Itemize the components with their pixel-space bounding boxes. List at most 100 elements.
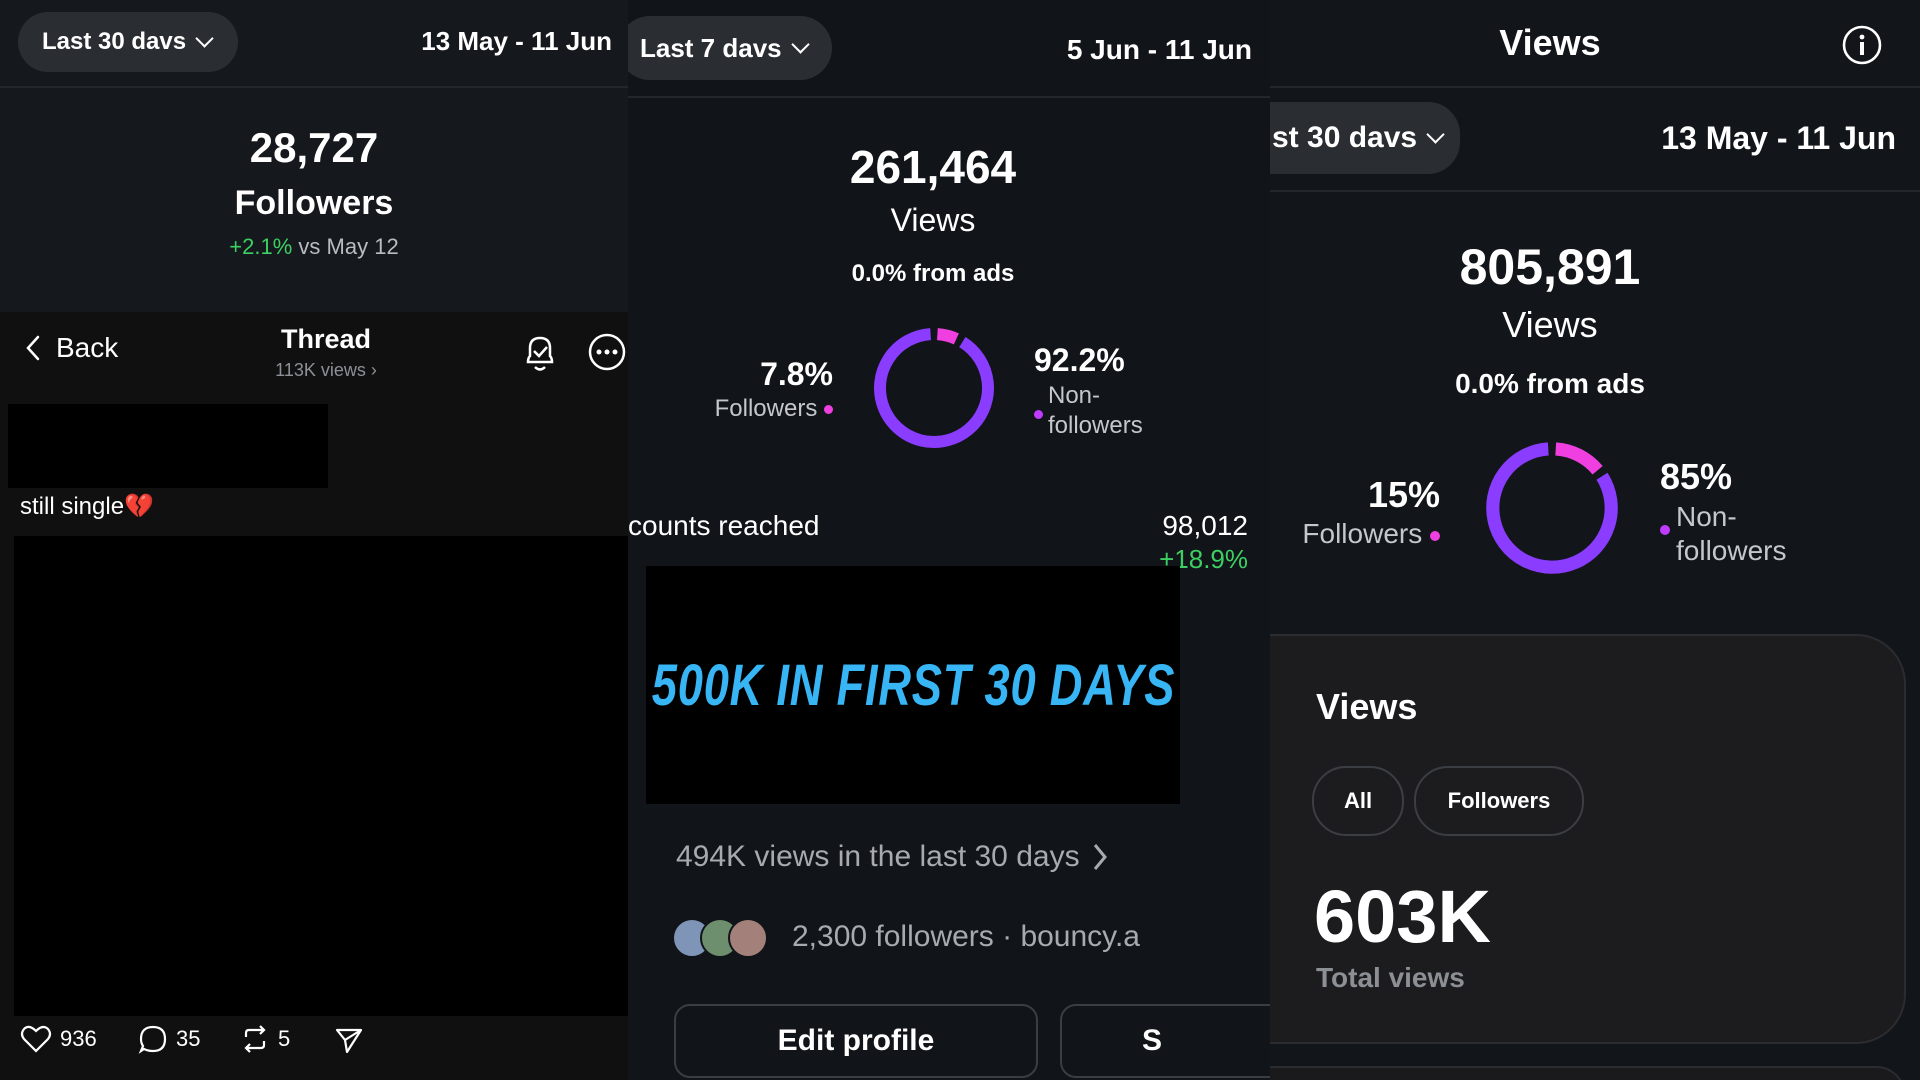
total-views-label: Total views: [1316, 962, 1465, 993]
accounts-reached-value: 98,012: [1162, 510, 1248, 541]
nonfollowers-percent: 85%: [1660, 456, 1733, 497]
card-title: Views: [1316, 686, 1418, 727]
nonfollowers-label-line2: followers: [1676, 535, 1787, 566]
change-suffix: vs May 12: [298, 234, 399, 259]
followers-percent: 15%: [1367, 474, 1440, 515]
followers-legend: Followers: [628, 395, 833, 423]
followers-summary: 2,300 followers · bouncy.a: [792, 920, 1140, 953]
followers-insights-panel: Last 30 davs 13 May - 11 Jun 28,727 Foll…: [0, 0, 640, 1080]
nonfollowers-dot: [1660, 525, 1670, 535]
like-button[interactable]: 936: [20, 1024, 97, 1054]
repost-count: 5: [278, 1026, 291, 1051]
info-icon[interactable]: [1841, 24, 1883, 66]
edit-profile-button[interactable]: Edit profile: [674, 1004, 1038, 1078]
views-30-days-panel: Views st 30 davs 13 May - 11 Jun 805,891…: [1270, 0, 1920, 1080]
followers-count: 28,727: [249, 124, 379, 171]
banner-text: 500K IN FIRST 30 DAYS: [651, 652, 1175, 718]
redacted-media: [14, 536, 640, 1016]
date-range-dropdown[interactable]: st 30 davs: [1270, 102, 1460, 174]
followers-share: 15% Followers: [1270, 474, 1440, 550]
followers-legend-label: Followers: [1302, 518, 1423, 549]
nonfollowers-legend: Non- followers: [1034, 381, 1143, 441]
nonfollowers-legend: Non- followers: [1660, 500, 1786, 568]
headline-banner: 500K IN FIRST 30 DAYS: [646, 566, 1180, 804]
views-count: 261,464: [849, 141, 1017, 193]
chevron-down-icon: [1426, 125, 1445, 144]
views-count: 805,891: [1459, 239, 1641, 295]
nonfollowers-dot: [1034, 410, 1043, 419]
back-label: Back: [56, 332, 119, 363]
followers-arc: [936, 328, 959, 345]
followers-dot: [1430, 530, 1440, 541]
ads-text: 0.0% from ads: [1455, 368, 1645, 399]
follower-avatar-3: [728, 918, 768, 958]
like-count: 936: [60, 1026, 97, 1051]
divider: [0, 86, 640, 88]
nonfollowers-label-line2: followers: [1048, 412, 1143, 439]
heart-icon: [20, 1025, 52, 1053]
repost-icon: [244, 1025, 266, 1053]
comment-button[interactable]: 35: [138, 1024, 200, 1054]
followers-legend: Followers: [1270, 518, 1440, 550]
thread-views: 113K views: [275, 360, 366, 380]
date-range-text: 13 May - 11 Jun: [421, 26, 612, 56]
chip-all-label: All: [1343, 788, 1373, 813]
accounts-reached-label: counts reached: [628, 510, 820, 541]
notification-bell-icon[interactable]: [520, 332, 560, 374]
followers-legend-label: Followers: [714, 395, 818, 422]
page-title: Views: [1499, 22, 1601, 63]
followers-dot: [824, 405, 833, 415]
edit-profile-label: Edit profile: [777, 1024, 935, 1057]
divider: [1270, 190, 1920, 192]
followers-arc: [1555, 442, 1603, 475]
ads-text: 0.0% from ads: [851, 260, 1015, 287]
views-label: Views: [890, 202, 976, 238]
date-range-dropdown[interactable]: Last 30 davs: [18, 12, 238, 72]
back-button[interactable]: Back: [24, 332, 118, 364]
followers-percent: 7.8%: [760, 356, 833, 392]
broken-heart-emoji: 💔: [124, 493, 154, 520]
next-card-edge: [1270, 1066, 1906, 1080]
views-card: Views All Followers 603K Total views: [1270, 634, 1906, 1044]
thread-view: Back Thread 113K views › still single💔 9…: [0, 312, 640, 1080]
nonfollowers-share: 85% Non- followers: [1660, 456, 1786, 568]
nonfollowers-label-line1: Non-: [1048, 382, 1101, 409]
thread-views-link[interactable]: 113K views ›: [275, 360, 377, 380]
chevron-right-icon: [1093, 844, 1107, 870]
comment-count: 35: [176, 1026, 201, 1051]
chevron-down-icon: [790, 35, 810, 54]
views-label: Views: [1502, 304, 1598, 345]
profile-views-text: 494K views in the last 30 days: [676, 840, 1080, 873]
views-7-days-panel: Last 7 davs 5 Jun - 11 Jun 261,464 Views…: [628, 0, 1270, 1080]
chevron-left-icon: [26, 335, 40, 361]
filter-chip-followers[interactable]: Followers: [1414, 766, 1584, 836]
nonfollowers-arc: [1486, 442, 1618, 574]
date-range-label: Last 7 davs: [640, 32, 782, 63]
share-profile-label: S: [1142, 1024, 1163, 1057]
comment-icon: [138, 1025, 167, 1054]
share-icon[interactable]: [334, 1026, 364, 1054]
followers-change: +2.1% vs May 12: [0, 234, 628, 260]
date-range-dropdown[interactable]: Last 7 davs: [628, 16, 832, 80]
change-percent: +2.1%: [229, 234, 293, 259]
date-range-text: 13 May - 11 Jun: [1661, 120, 1896, 156]
total-views-value: 603K: [1314, 875, 1491, 958]
thread-title: Thread: [280, 324, 372, 354]
filter-chip-all[interactable]: All: [1312, 766, 1404, 836]
nonfollowers-percent: 92.2%: [1034, 342, 1125, 378]
followers-share: 7.8% Followers: [628, 356, 833, 423]
repost-button[interactable]: 5: [240, 1024, 290, 1054]
views-donut-chart: [1486, 442, 1618, 574]
more-options-icon[interactable]: [587, 332, 627, 372]
date-range-label: st 30 davs: [1272, 121, 1418, 154]
profile-views-link[interactable]: 494K views in the last 30 days: [676, 840, 1110, 874]
share-profile-button[interactable]: S: [1060, 1004, 1270, 1078]
divider: [628, 96, 1270, 98]
chip-followers-label: Followers: [1447, 788, 1551, 813]
redacted-author: [8, 404, 328, 488]
post-text-content: still single: [20, 493, 125, 520]
chevron-down-icon: [195, 29, 214, 48]
date-range-label: Last 30 davs: [42, 28, 187, 55]
views-donut-chart: [874, 328, 994, 448]
followers-label: Followers: [234, 184, 394, 222]
